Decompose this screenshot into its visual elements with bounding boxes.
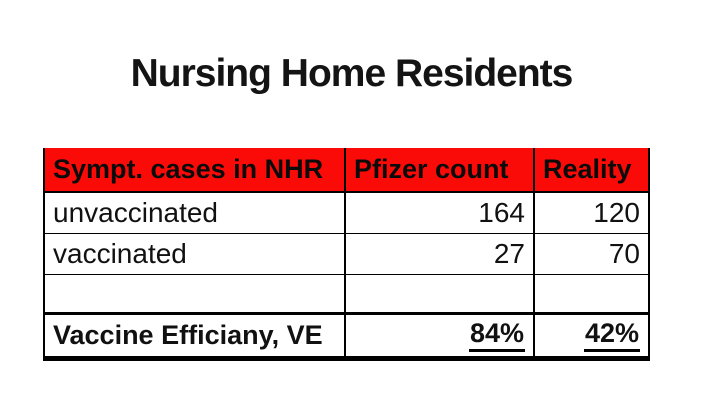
pfizer-value-cell: 164 — [344, 191, 535, 234]
column-header-pfizer-count: Pfizer count — [344, 148, 535, 193]
pfizer-ve-cell: 84% — [344, 311, 535, 359]
pfizer-ve-percent: 84% — [468, 319, 525, 352]
reality-value-cell — [533, 273, 650, 314]
table-row-empty — [43, 273, 650, 314]
pfizer-value-cell — [344, 273, 535, 314]
table-row-vaccine-efficiency: Vaccine Efficiany, VE 84% 42% — [43, 311, 650, 359]
row-label-cell: vaccinated — [43, 232, 346, 275]
table-header-row: Sympt. cases in NHR Pfizer count Reality — [43, 148, 650, 193]
reality-value-cell: 120 — [533, 191, 650, 234]
column-header-reality: Reality — [533, 148, 650, 193]
table-row-vaccinated: vaccinated 27 70 — [43, 232, 650, 275]
row-label-cell — [43, 273, 346, 314]
data-table: Sympt. cases in NHR Pfizer count Reality… — [43, 148, 650, 361]
table-row-unvaccinated: unvaccinated 164 120 — [43, 191, 650, 234]
column-header-sympt-cases: Sympt. cases in NHR — [43, 148, 346, 193]
reality-ve-cell: 42% — [533, 311, 650, 359]
row-label-cell: unvaccinated — [43, 191, 346, 234]
pfizer-value-cell: 27 — [344, 232, 535, 275]
page-title: Nursing Home Residents — [130, 52, 574, 95]
reality-value-cell: 70 — [533, 232, 650, 275]
summary-label-cell: Vaccine Efficiany, VE — [43, 311, 346, 359]
reality-ve-percent: 42% — [583, 319, 640, 352]
